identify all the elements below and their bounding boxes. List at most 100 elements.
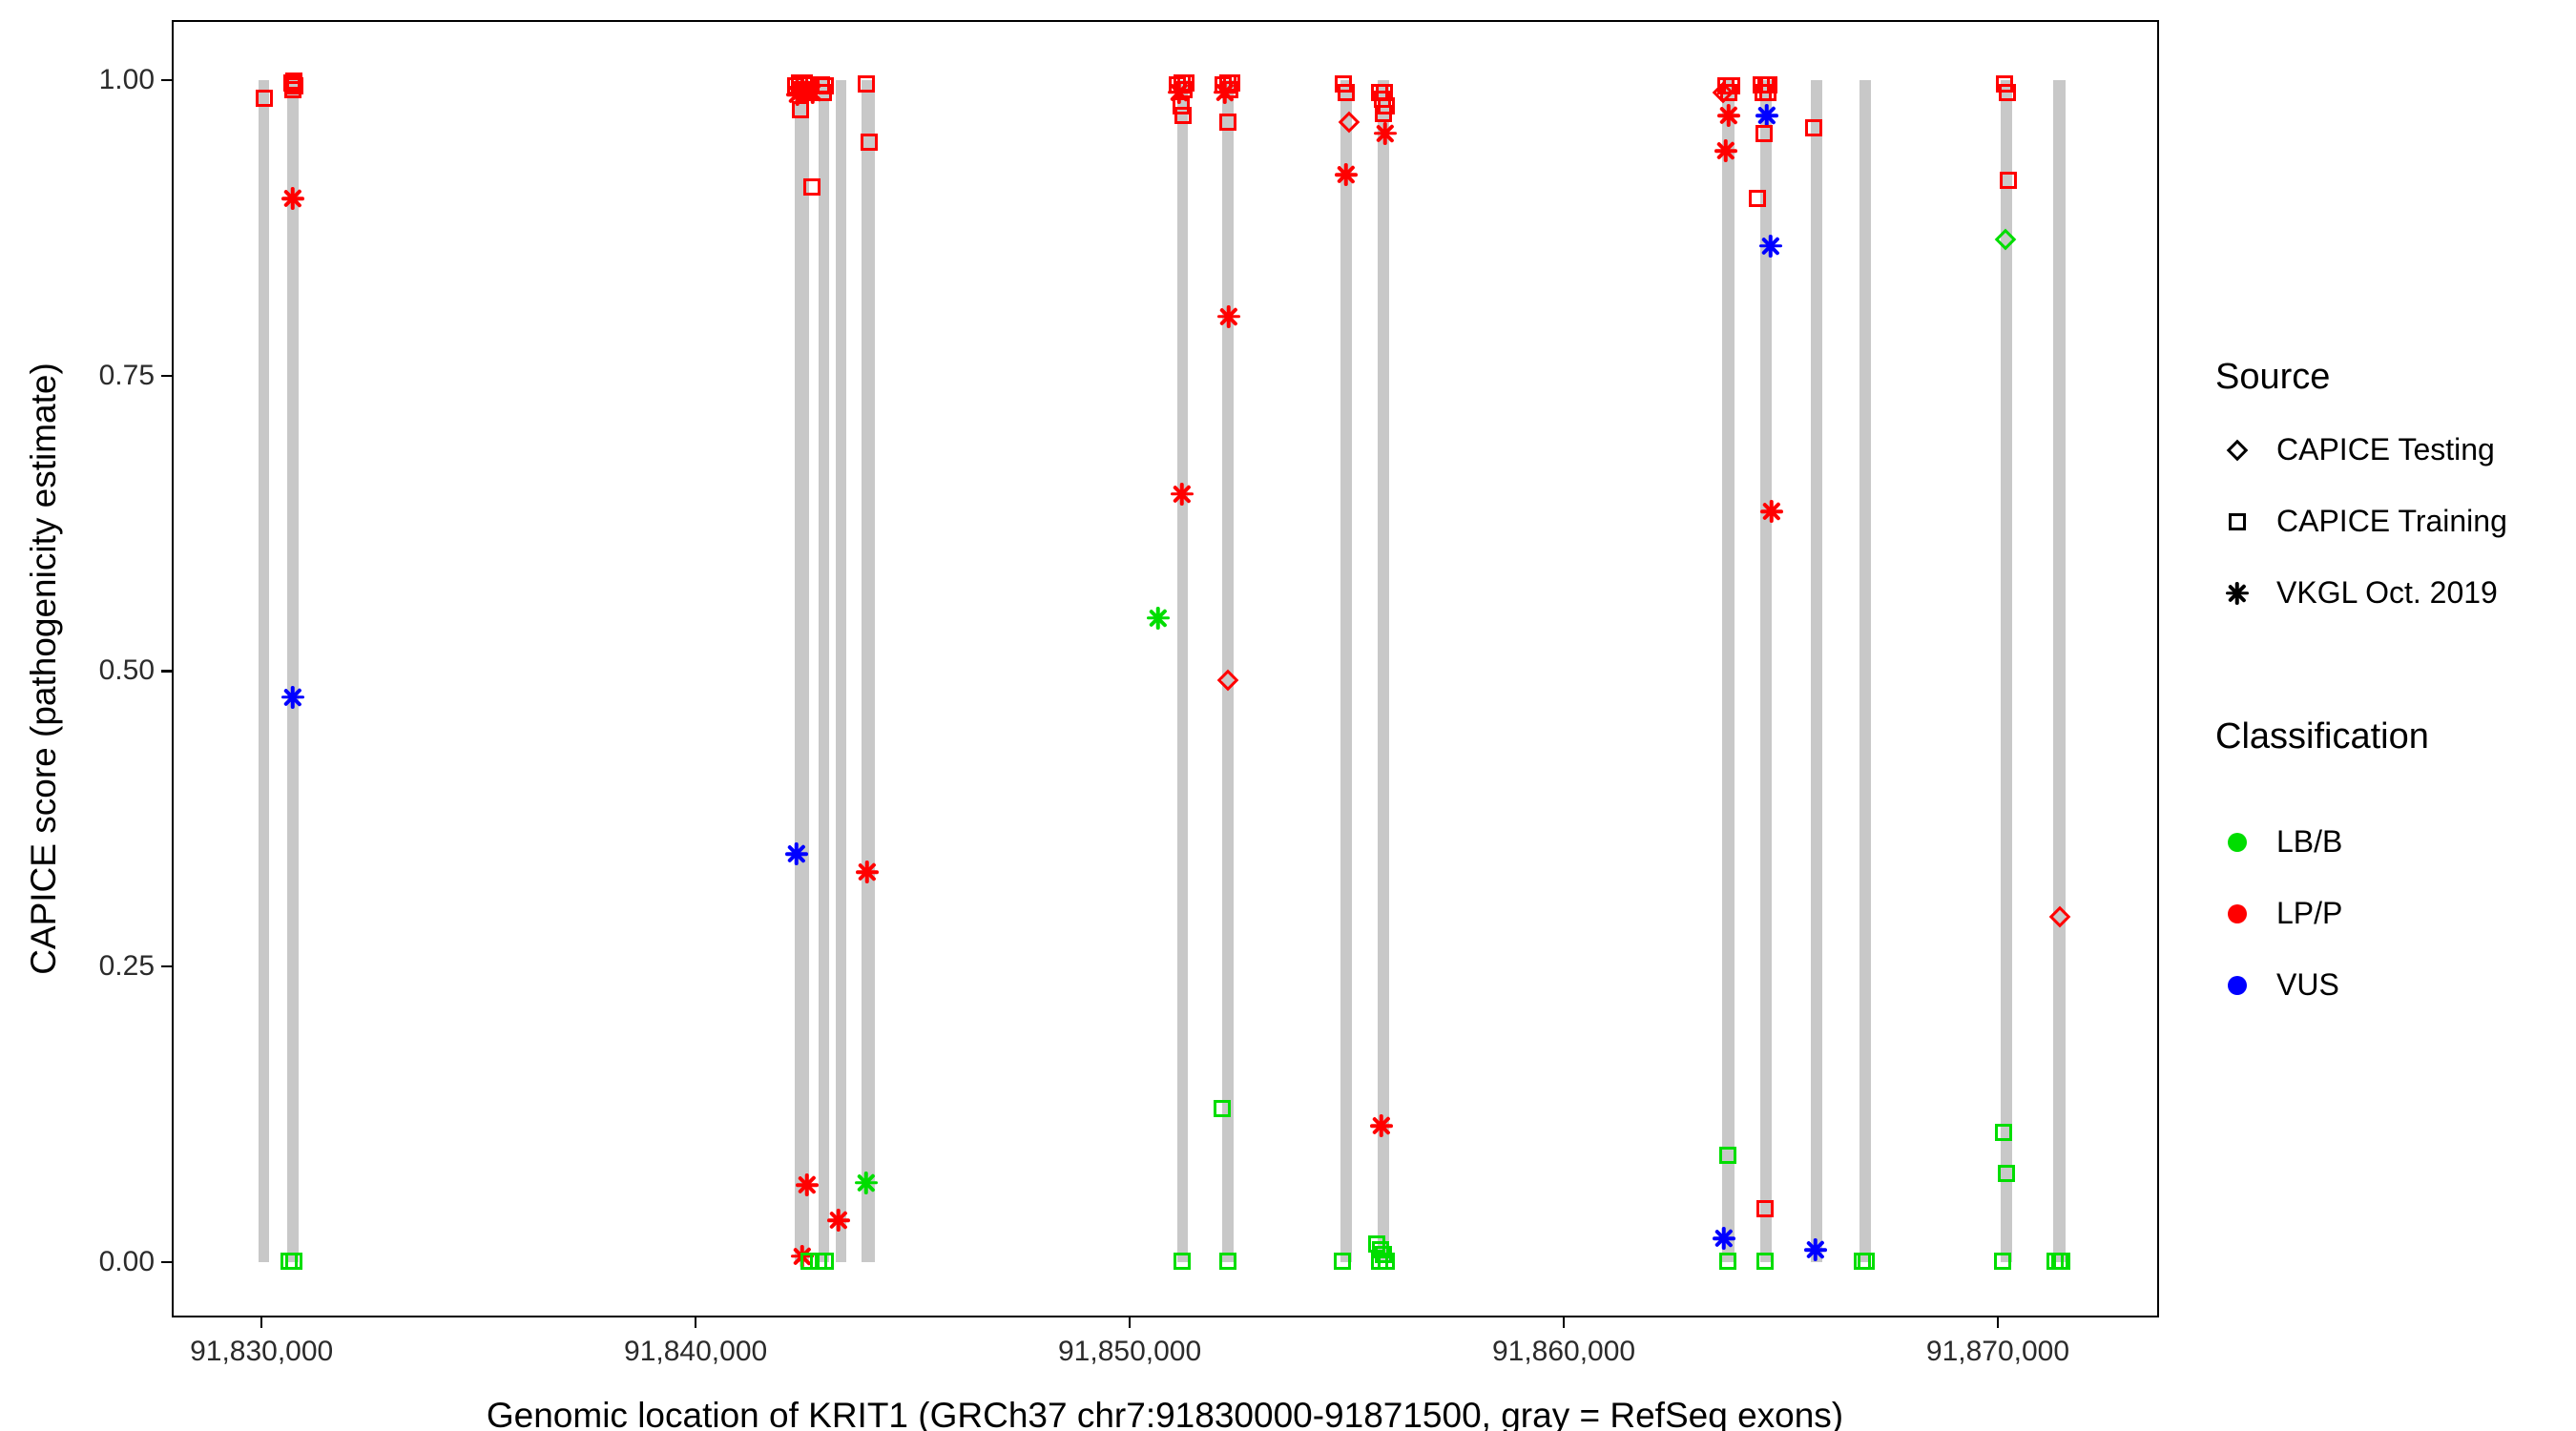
y-axis-tick xyxy=(161,1260,172,1264)
legend-group-source: Source CAPICE Testing CAPICE Training VKGL… xyxy=(2215,355,2507,629)
data-point xyxy=(2053,1252,2071,1270)
data-point xyxy=(1755,124,1774,142)
y-axis-tick-label: 0.00 xyxy=(98,1245,155,1277)
data-point xyxy=(1177,73,1195,92)
data-point xyxy=(286,77,304,95)
data-point xyxy=(1857,1252,1875,1270)
legend: Source CAPICE Testing CAPICE Training VKGL… xyxy=(2215,355,2507,1021)
legend-key xyxy=(2215,820,2259,864)
legend-key xyxy=(2215,964,2259,1007)
legend-classification-items: LB/B LP/P VUS xyxy=(2215,806,2507,1021)
x-axis-tick-label: 91,830,000 xyxy=(190,1336,334,1367)
data-point xyxy=(1805,118,1823,136)
data-point xyxy=(285,1252,303,1270)
data-point xyxy=(1374,104,1392,122)
legend-item-label: LP/P xyxy=(2276,896,2343,930)
x-axis-tick-label: 91,860,000 xyxy=(1491,1336,1636,1367)
exon-bar xyxy=(2053,80,2066,1262)
legend-item-label: LB/B xyxy=(2276,824,2343,859)
x-axis-tick xyxy=(1562,1317,1566,1328)
exon-bar xyxy=(258,80,270,1262)
x-axis-tick xyxy=(1996,1317,2000,1328)
exon-bar xyxy=(287,80,300,1262)
x-axis-tick-label: 91,870,000 xyxy=(1925,1336,2070,1367)
exon-bar xyxy=(1378,80,1390,1262)
data-point xyxy=(1999,83,2017,101)
data-point xyxy=(1219,113,1237,131)
diamond-icon xyxy=(2226,439,2249,461)
legend-key xyxy=(2215,500,2259,544)
legend-key xyxy=(2215,571,2259,615)
x-axis-tick xyxy=(694,1317,697,1328)
exon-bar xyxy=(794,80,810,1262)
x-axis-tick-label: 91,840,000 xyxy=(624,1336,768,1367)
exon-bar xyxy=(818,80,830,1262)
y-axis-tick xyxy=(161,374,172,378)
circle-icon xyxy=(2228,832,2247,852)
circle-icon xyxy=(2228,975,2247,995)
legend-item-label: VUS xyxy=(2276,967,2339,1002)
plot-area xyxy=(172,20,2159,1317)
legend-key xyxy=(2215,892,2259,936)
exon-bar xyxy=(836,80,847,1262)
data-point xyxy=(1748,190,1766,208)
data-point xyxy=(1997,1164,2015,1182)
legend-item-label: VKGL Oct. 2019 xyxy=(2276,575,2498,610)
x-axis-tick xyxy=(260,1317,263,1328)
data-point xyxy=(1213,1099,1231,1117)
legend-item-label: CAPICE Testing xyxy=(2276,432,2495,467)
legend-source-items: CAPICE Testing CAPICE Training VKGL Oct. 2… xyxy=(2215,414,2507,629)
y-axis-tick xyxy=(161,78,172,82)
data-point xyxy=(1218,1252,1236,1270)
legend-item: LP/P xyxy=(2215,878,2507,949)
exon-bar xyxy=(1340,80,1352,1262)
exon-bar xyxy=(1722,80,1735,1262)
data-point xyxy=(1372,1241,1390,1259)
legend-source-title: Source xyxy=(2215,357,2331,397)
y-axis-tick-label: 1.00 xyxy=(98,64,155,96)
data-point xyxy=(1223,73,1241,92)
data-point xyxy=(792,101,810,119)
legend-item: CAPICE Training xyxy=(2215,486,2507,557)
x-axis-tick xyxy=(1128,1317,1132,1328)
data-point xyxy=(1756,1252,1775,1270)
data-point xyxy=(1216,670,1239,692)
legend-item: LB/B xyxy=(2215,806,2507,878)
exon-bar xyxy=(2000,80,2012,1262)
y-axis-tick-label: 0.50 xyxy=(98,654,155,687)
data-point xyxy=(1173,1252,1191,1270)
data-point xyxy=(2000,172,2018,190)
x-axis-tick-label: 91,850,000 xyxy=(1058,1336,1202,1367)
data-point xyxy=(2048,905,2070,928)
data-point xyxy=(1174,107,1193,125)
legend-classification-title: Classification xyxy=(2215,716,2429,757)
data-point xyxy=(857,74,875,93)
data-point xyxy=(1993,1252,2011,1270)
data-point xyxy=(1756,1200,1775,1218)
legend-item: VKGL Oct. 2019 xyxy=(2215,557,2507,629)
legend-key xyxy=(2215,428,2259,472)
exon-bar xyxy=(1859,80,1872,1262)
data-point xyxy=(1333,1252,1351,1270)
exon-bar xyxy=(1810,80,1822,1262)
y-axis-tick-label: 0.75 xyxy=(98,359,155,391)
y-axis-tick-label: 0.25 xyxy=(98,950,155,983)
circle-icon xyxy=(2228,903,2247,923)
exon-bar xyxy=(1176,80,1189,1262)
data-point xyxy=(1722,77,1740,95)
legend-item-label: CAPICE Training xyxy=(2276,504,2507,538)
exon-bar xyxy=(1221,80,1235,1262)
data-point xyxy=(803,177,821,196)
data-point xyxy=(816,1252,834,1270)
legend-item: CAPICE Testing xyxy=(2215,414,2507,486)
legend-group-classification: Classification LB/B LP/P VUS xyxy=(2215,715,2507,1021)
data-point xyxy=(1172,97,1190,115)
x-axis-title: Genomic location of KRIT1 (GRCh37 chr7:9… xyxy=(486,1396,1844,1431)
data-point xyxy=(1377,1252,1395,1270)
data-point xyxy=(860,133,878,151)
data-point xyxy=(817,77,835,95)
data-point xyxy=(1719,1252,1737,1270)
legend-item: VUS xyxy=(2215,949,2507,1021)
square-icon xyxy=(2229,512,2246,530)
